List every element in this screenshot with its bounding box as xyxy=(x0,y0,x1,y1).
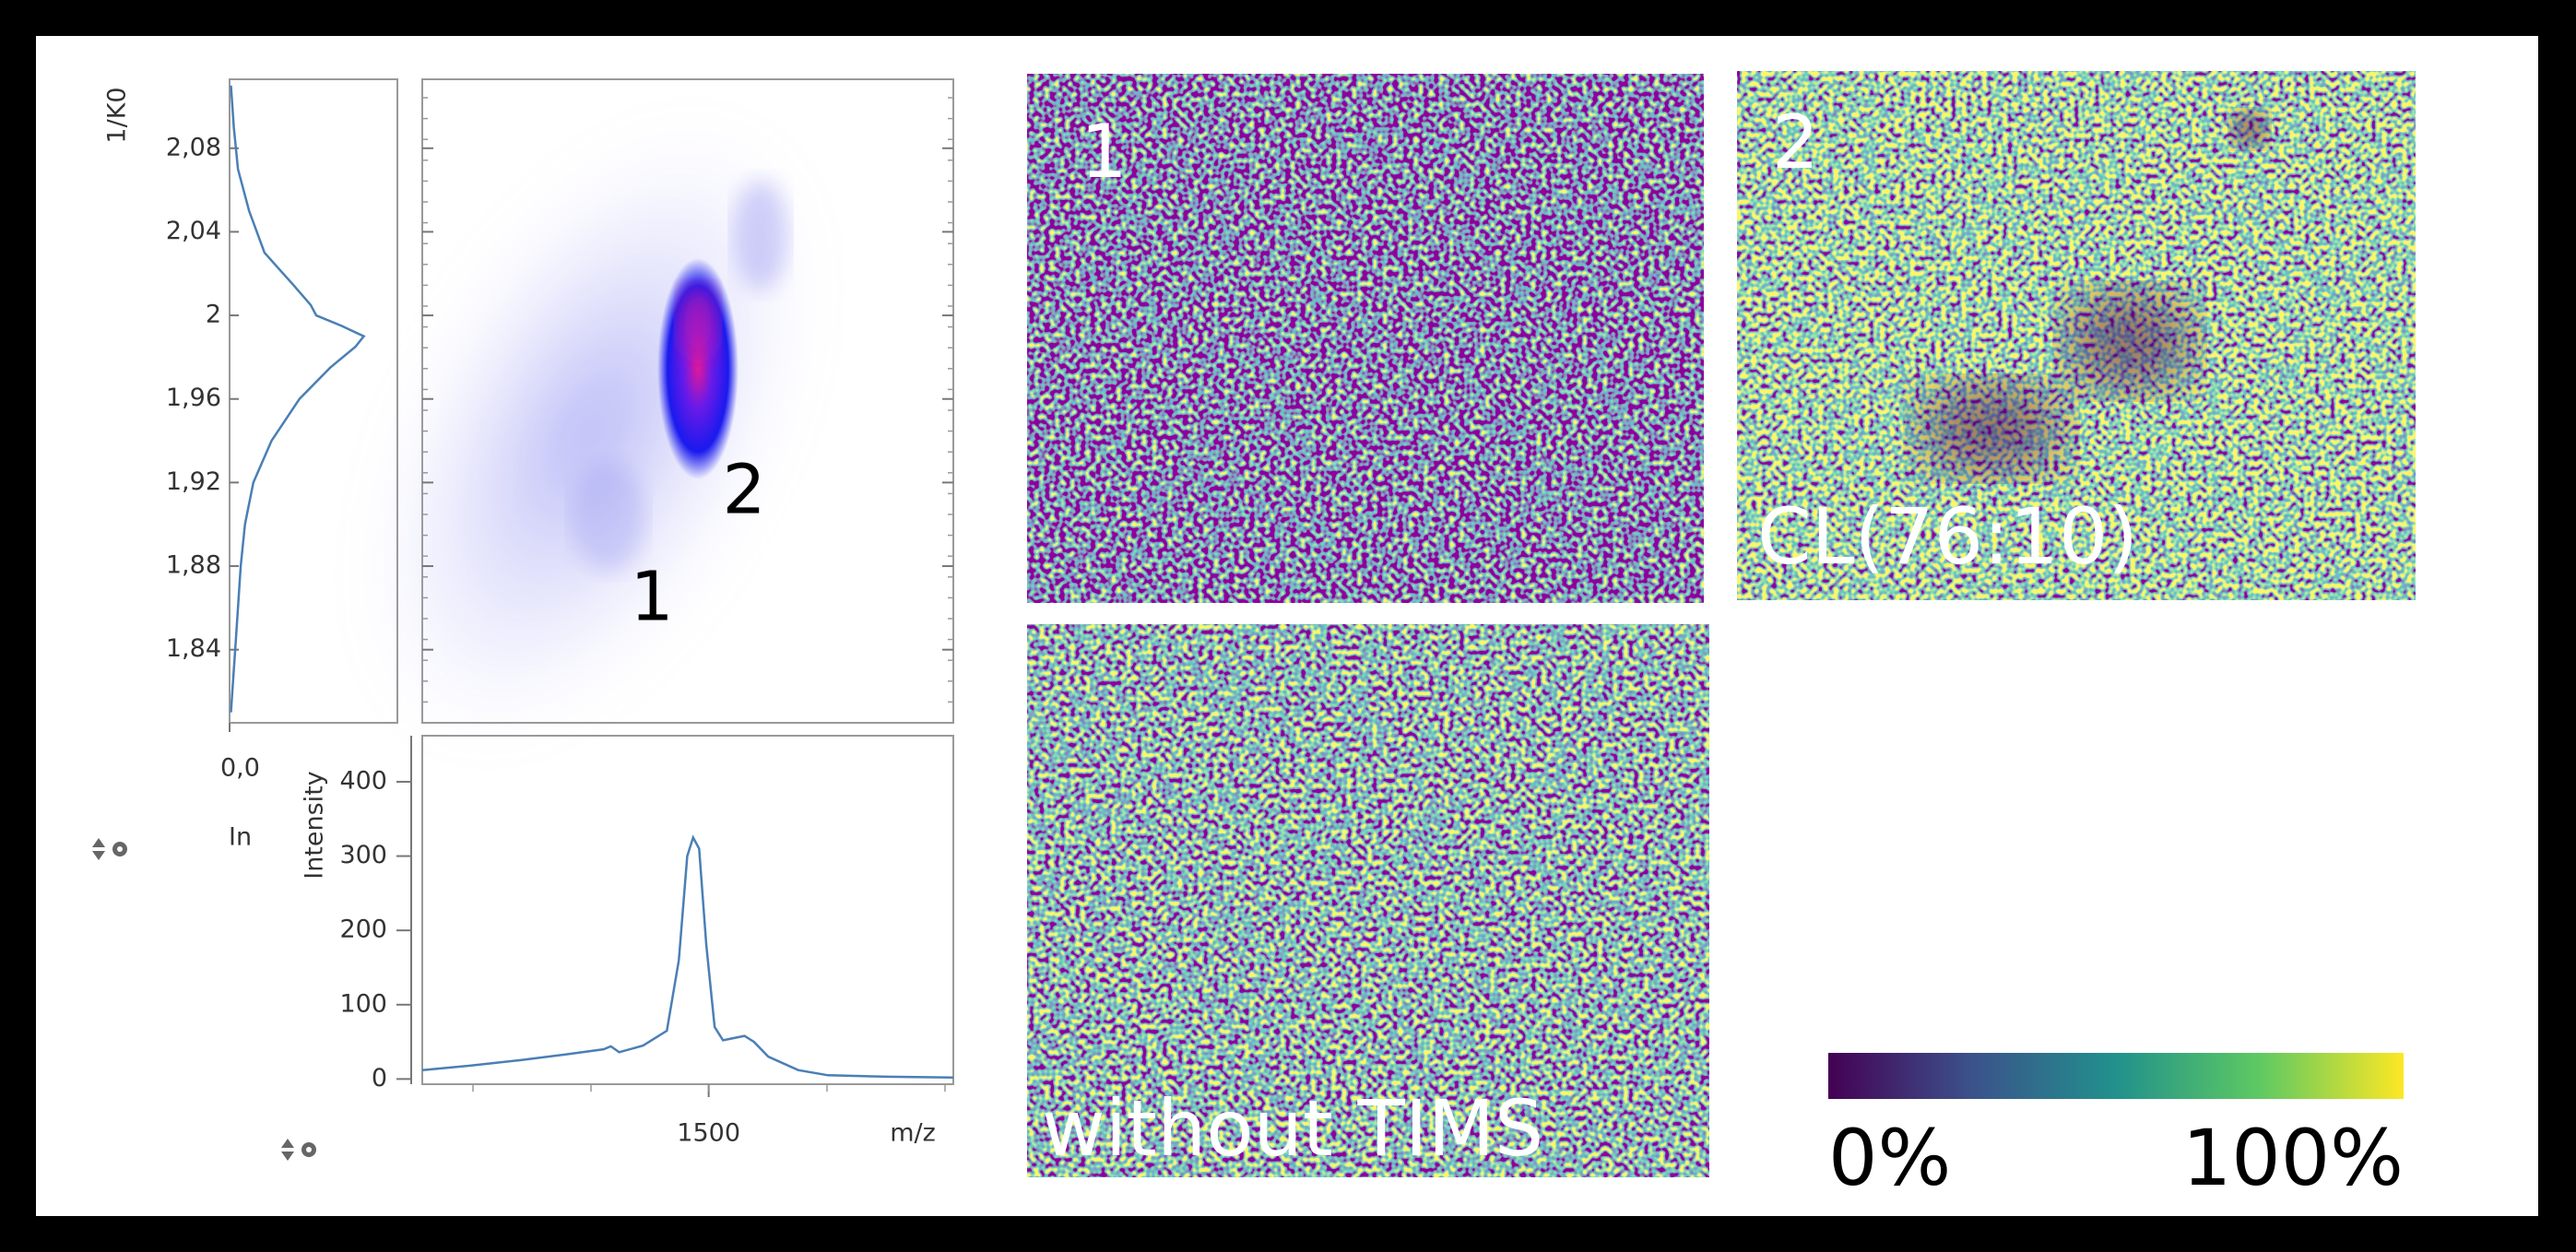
y-tick-label: 200 xyxy=(339,915,387,944)
y-tick-label: 2,04 xyxy=(166,217,221,245)
toolbar-icon[interactable] xyxy=(281,1139,316,1161)
y-tick-label: 1,96 xyxy=(166,384,221,412)
image-label: without TIMS xyxy=(1042,1083,1543,1174)
x-axis-label: m/z xyxy=(890,1119,936,1148)
y-tick-label: 1,88 xyxy=(166,551,221,580)
y-tick-label: 300 xyxy=(339,841,387,869)
y-tick-label: 2 xyxy=(206,301,221,329)
mobilogram-frame xyxy=(229,78,398,724)
annotation: 2 xyxy=(722,451,765,530)
y-tick-label: 1,92 xyxy=(166,467,221,496)
mobilogram-line xyxy=(230,85,366,713)
compound-label: CL(76:10) xyxy=(1757,491,2138,582)
colorbar-label: 100% xyxy=(2182,1113,2404,1203)
colorbar-label: 0% xyxy=(1828,1113,1951,1203)
ion-image-1 xyxy=(1027,74,1704,603)
x-axis-label: In xyxy=(229,823,252,852)
y-axis-label: 1/K0 xyxy=(103,87,132,143)
ion-image-3 xyxy=(1027,624,1709,1177)
ion-image-2-dark-regions xyxy=(1918,111,2268,475)
y-tick-label: 400 xyxy=(339,766,387,795)
toolbar-icon[interactable] xyxy=(92,838,127,860)
y-tick-label: 2,08 xyxy=(166,133,221,161)
y-tick-label: 0 xyxy=(372,1064,387,1093)
image-label: 2 xyxy=(1772,100,1819,185)
x-tick-label: 1500 xyxy=(677,1119,740,1148)
colorbar xyxy=(1828,1053,2404,1099)
y-tick-label: 1,84 xyxy=(166,634,221,663)
heatmap-density xyxy=(370,128,810,738)
spectrum-line xyxy=(421,834,954,1079)
x-tick-label: 0,0 xyxy=(220,754,260,783)
spectrum-frame xyxy=(421,735,954,1085)
y-axis-label: Intensity xyxy=(301,771,329,880)
image-label: 1 xyxy=(1081,109,1128,195)
y-tick-label: 100 xyxy=(339,989,387,1018)
annotation: 1 xyxy=(630,558,673,637)
